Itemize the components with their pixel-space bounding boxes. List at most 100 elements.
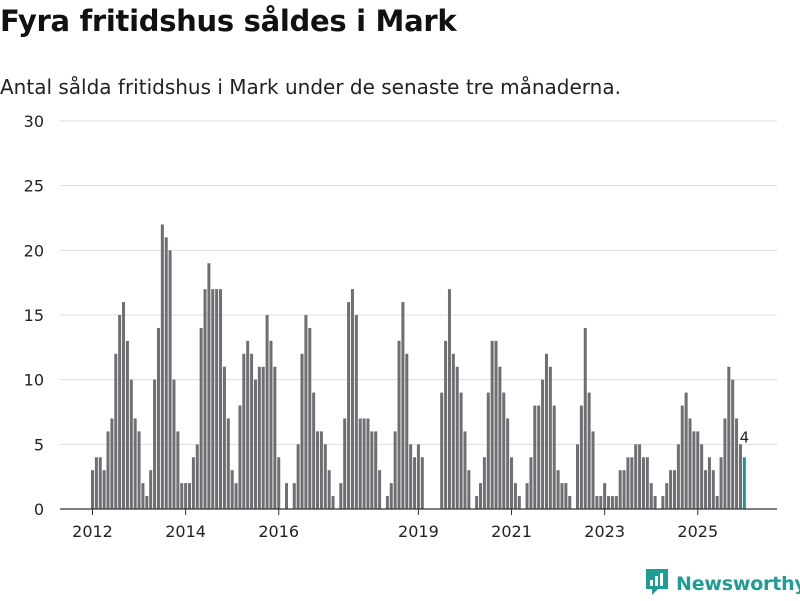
bar	[397, 340, 401, 509]
bar	[137, 431, 141, 509]
bar	[517, 496, 521, 509]
bar	[343, 418, 347, 509]
bar	[362, 418, 366, 509]
bar	[715, 496, 719, 509]
bar	[645, 457, 649, 509]
bar	[548, 366, 552, 509]
bar	[211, 289, 215, 509]
bar	[269, 340, 273, 509]
bar	[634, 444, 638, 509]
bar	[277, 457, 281, 509]
bar	[556, 470, 560, 509]
bar	[265, 315, 269, 509]
bar	[463, 431, 467, 509]
bar	[118, 315, 122, 509]
bar	[684, 392, 688, 509]
y-tick-label: 25	[24, 177, 44, 196]
bar-latest	[742, 457, 746, 509]
bar	[723, 418, 727, 509]
bar	[347, 302, 351, 509]
bar	[358, 418, 362, 509]
bar	[665, 483, 669, 509]
bar	[506, 418, 510, 509]
bar	[308, 327, 312, 509]
bar	[222, 366, 226, 509]
bar	[704, 470, 708, 509]
bar	[692, 431, 696, 509]
bar	[413, 457, 417, 509]
bar	[409, 444, 413, 509]
bar	[688, 418, 692, 509]
y-tick-label: 5	[34, 435, 44, 454]
bar	[552, 405, 556, 509]
bar	[285, 483, 288, 509]
bar	[544, 353, 548, 509]
bar	[316, 431, 320, 509]
bar	[669, 470, 673, 509]
bar	[378, 470, 382, 509]
bar	[354, 315, 358, 509]
x-tick-label: 2014	[165, 522, 206, 541]
bar	[587, 392, 591, 509]
bar	[296, 444, 300, 509]
bar	[292, 483, 296, 509]
bar	[91, 470, 94, 509]
chart-title: Fyra fritidshus såldes i Mark	[0, 4, 457, 38]
bar	[374, 431, 378, 509]
bar	[246, 340, 250, 509]
bar	[195, 444, 199, 509]
bar	[327, 470, 331, 509]
bar	[455, 366, 459, 509]
y-tick-label: 10	[24, 371, 44, 390]
bar	[366, 418, 370, 509]
bar	[331, 496, 335, 509]
bar	[560, 483, 564, 509]
bar	[537, 405, 541, 509]
bar	[164, 237, 168, 509]
bar	[184, 483, 188, 509]
bar	[149, 470, 153, 509]
bar	[568, 496, 572, 509]
bar	[459, 392, 463, 509]
bar	[156, 327, 160, 509]
bar	[304, 315, 308, 509]
bar	[219, 289, 223, 509]
bar	[145, 496, 149, 509]
bar	[579, 405, 583, 509]
y-tick-label: 0	[34, 500, 44, 519]
bar	[610, 496, 614, 509]
bar	[490, 340, 494, 509]
bar	[160, 224, 164, 509]
bar	[215, 289, 219, 509]
bar	[719, 457, 723, 509]
bar	[114, 353, 118, 509]
bar	[319, 431, 323, 509]
bar	[564, 483, 568, 509]
bar	[676, 444, 680, 509]
bar	[273, 366, 277, 509]
bar	[199, 327, 203, 509]
bar	[599, 496, 603, 509]
bar	[339, 483, 343, 509]
y-tick-label: 15	[24, 306, 44, 325]
bar	[653, 496, 657, 509]
bar	[405, 353, 409, 509]
bar	[350, 289, 354, 509]
bar	[482, 457, 486, 509]
bar	[467, 470, 471, 509]
bar	[188, 483, 191, 509]
newsworthy-brand[interactable]: Newsworthy	[644, 568, 800, 600]
bar	[94, 457, 98, 509]
bar	[176, 431, 180, 509]
x-tick-label: 2016	[258, 522, 299, 541]
bar	[385, 496, 389, 509]
bar	[370, 431, 374, 509]
x-tick-label: 2019	[398, 522, 439, 541]
bar	[614, 496, 618, 509]
bar	[661, 496, 665, 509]
bar	[727, 366, 731, 509]
bar	[583, 327, 587, 509]
bar	[707, 457, 711, 509]
x-tick-label: 2021	[491, 522, 532, 541]
bar	[607, 496, 611, 509]
